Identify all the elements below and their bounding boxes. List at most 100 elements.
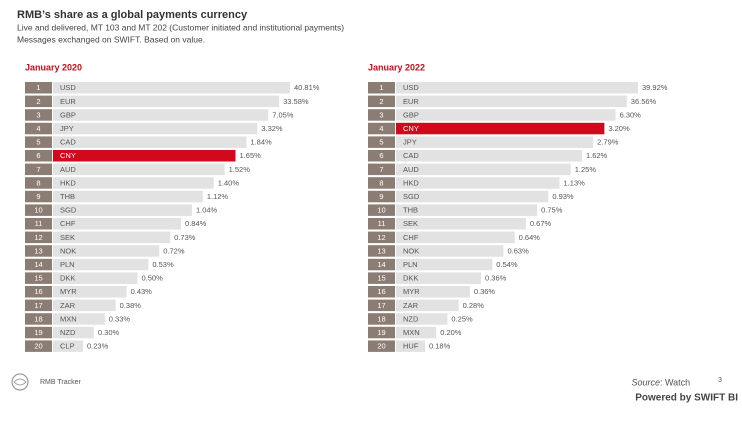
share: 0.30% (98, 328, 120, 337)
rank-cell (368, 218, 395, 230)
rank: 1 (379, 83, 383, 92)
share: 2.79% (597, 138, 619, 147)
currency: DKK (403, 274, 418, 283)
bar (396, 286, 470, 298)
rank: 15 (34, 274, 42, 283)
rank-cell (368, 286, 395, 298)
bar (53, 326, 94, 339)
currency: USD (403, 83, 419, 92)
bar (53, 204, 192, 216)
currency: ZAR (403, 301, 419, 310)
share: 0.72% (163, 246, 185, 255)
rank: 3 (36, 110, 40, 119)
rank: 20 (377, 342, 385, 351)
bar (396, 136, 594, 148)
rank: 1 (36, 83, 40, 92)
currency: THB (403, 206, 418, 215)
bar (53, 95, 280, 108)
bar (53, 136, 247, 148)
rank: 5 (379, 138, 383, 147)
bar (396, 326, 437, 339)
bar (396, 218, 526, 230)
bar (53, 109, 269, 121)
bar (396, 204, 538, 216)
rank-cell (25, 163, 52, 176)
currency: NOK (403, 246, 419, 255)
bar (396, 190, 549, 203)
source-label: Source (631, 377, 660, 387)
rank-cell (25, 82, 52, 94)
rank-cell (25, 286, 52, 298)
rank-cell (25, 218, 52, 230)
rank-cell (25, 150, 52, 162)
rank-cell (25, 177, 52, 189)
rank-cell (368, 190, 395, 203)
currency: SGD (403, 192, 420, 201)
rank-cell (368, 204, 395, 216)
share: 1.65% (240, 151, 262, 160)
share: 40.81% (294, 83, 320, 92)
rank: 14 (377, 260, 385, 269)
rank-cell (368, 136, 395, 148)
subtitle: Messages exchanged on SWIFT. Based on va… (17, 34, 205, 44)
rank: 19 (34, 328, 42, 337)
rank: 9 (36, 192, 40, 201)
rank-cell (368, 177, 395, 189)
rank-cell (25, 272, 52, 284)
rank-cell (368, 272, 395, 284)
currency: EUR (403, 97, 419, 106)
share: 6.30% (620, 110, 642, 119)
bar (396, 82, 638, 94)
rank-cell (368, 122, 395, 135)
rank-cell (368, 299, 395, 312)
rank: 12 (377, 233, 385, 242)
bar (396, 245, 504, 257)
bar (396, 258, 493, 271)
rank: 18 (377, 314, 385, 323)
rank-cell (25, 258, 52, 271)
rank: 12 (34, 233, 42, 242)
bar (53, 286, 127, 298)
rank: 4 (36, 124, 40, 133)
share: 0.84% (185, 219, 207, 228)
currency: MXN (60, 314, 77, 323)
bar (396, 150, 582, 162)
currency: NOK (60, 246, 76, 255)
rank: 15 (377, 274, 385, 283)
rank-cell (368, 326, 395, 339)
currency: CHF (60, 219, 76, 228)
share: 0.63% (507, 246, 529, 255)
rank: 10 (34, 206, 42, 215)
currency: CAD (403, 151, 419, 160)
rank: 16 (377, 287, 385, 296)
share: 0.36% (485, 274, 507, 283)
rank: 11 (35, 219, 43, 228)
currency: GBP (60, 110, 76, 119)
rank: 6 (379, 151, 383, 160)
share: 0.43% (131, 287, 153, 296)
rank-cell (368, 258, 395, 271)
bar (396, 163, 571, 176)
share: 1.84% (250, 138, 272, 147)
currency: SEK (403, 219, 418, 228)
share: 0.38% (120, 301, 142, 310)
rank: 19 (377, 328, 385, 337)
share: 36.56% (631, 97, 657, 106)
bar (396, 231, 515, 244)
panel-title: January 2022 (368, 62, 425, 72)
currency: HKD (60, 178, 76, 187)
share: 1.12% (207, 192, 229, 201)
currency: NZD (403, 314, 419, 323)
share: 0.50% (141, 274, 163, 283)
share: 0.93% (552, 192, 574, 201)
rank: 9 (379, 192, 383, 201)
rank: 17 (34, 301, 42, 310)
bar (396, 313, 448, 325)
rank: 5 (36, 138, 40, 147)
currency: MYR (60, 287, 77, 296)
bar (53, 122, 258, 135)
share: 0.20% (440, 328, 462, 337)
currency: EUR (60, 97, 76, 106)
share: 1.40% (218, 178, 240, 187)
